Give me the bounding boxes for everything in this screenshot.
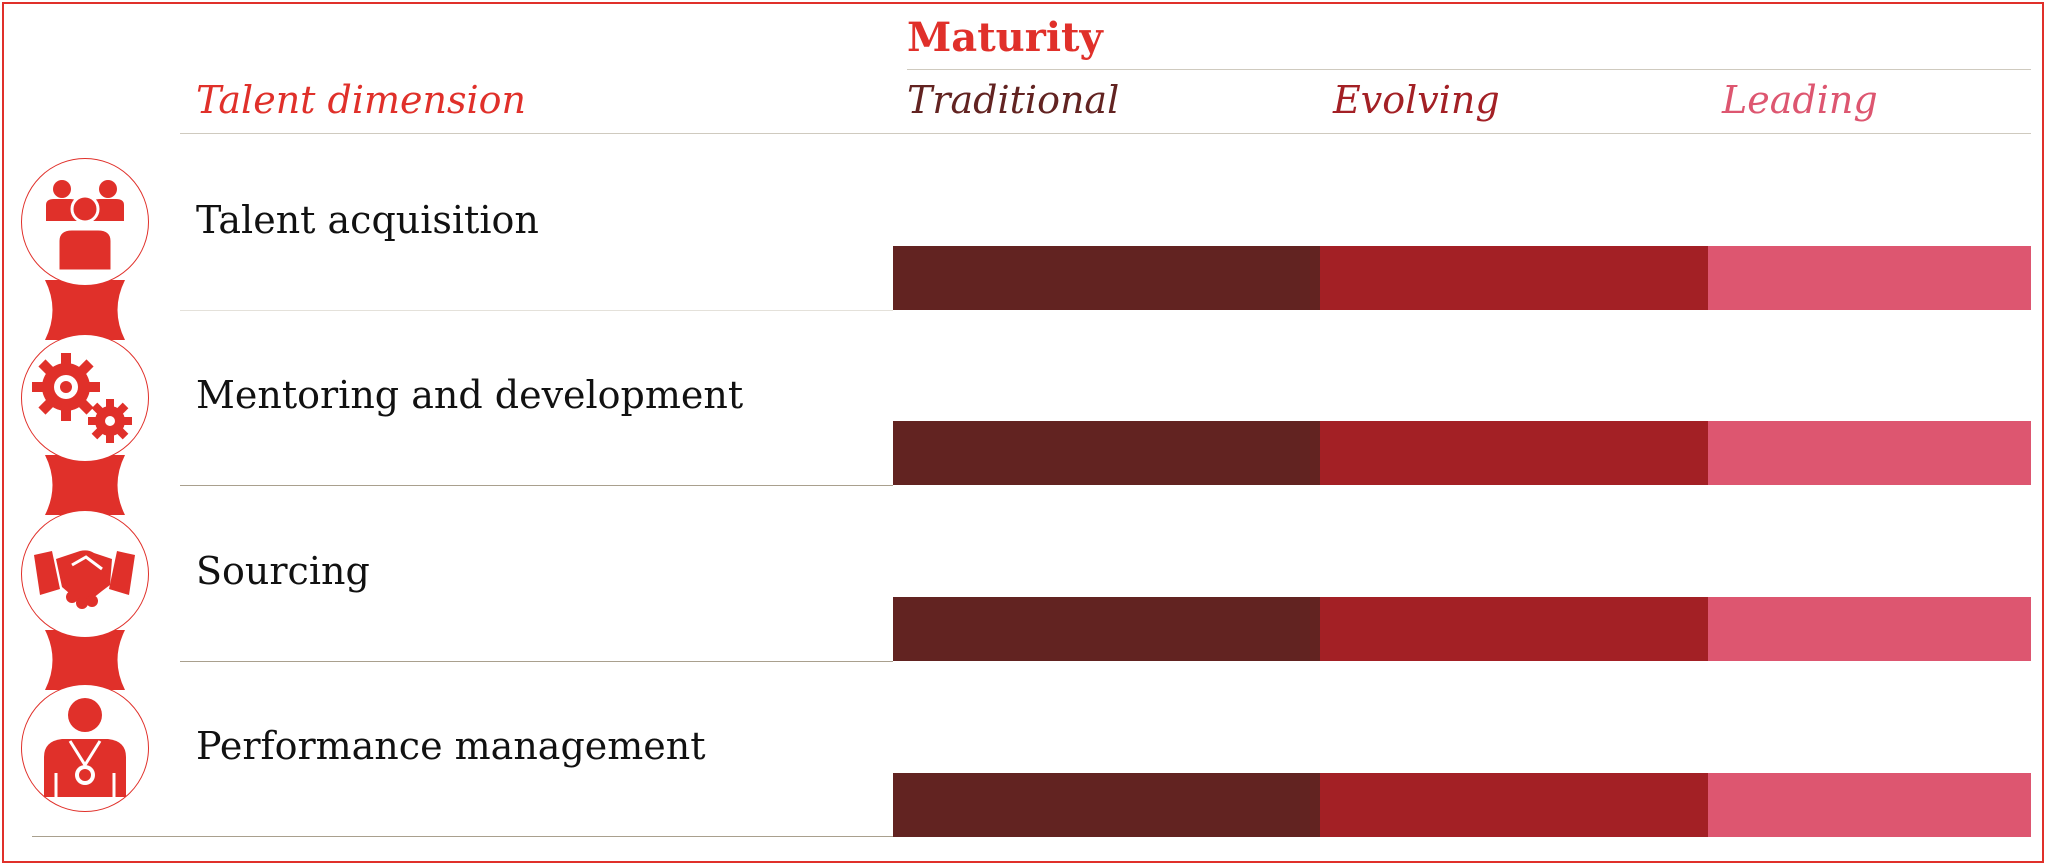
row-divider (180, 661, 893, 662)
bar-evolving (1320, 246, 1708, 310)
medal-person-icon (21, 684, 149, 812)
bar-leading (1708, 773, 2031, 837)
bar-evolving (1320, 421, 1708, 485)
dimension-label: Performance management (196, 724, 706, 768)
maturity-title: Maturity (907, 14, 1103, 61)
dimension-label: Talent acquisition (196, 198, 539, 242)
bar-traditional (893, 773, 1320, 837)
bar-leading (1708, 421, 2031, 485)
bar-traditional (893, 246, 1320, 310)
bar-leading (1708, 246, 2031, 310)
row-divider (180, 310, 893, 311)
dimension-label: Mentoring and development (196, 373, 744, 417)
level-heading-leading: Leading (1722, 78, 1878, 122)
gears-icon (21, 334, 149, 462)
row-divider (180, 485, 893, 486)
talent-dimension-heading: Talent dimension (196, 78, 526, 122)
bar-evolving (1320, 773, 1708, 837)
bar-traditional (893, 597, 1320, 661)
team-people-icon (21, 158, 149, 286)
bar-leading (1708, 597, 2031, 661)
bottom-divider (32, 836, 893, 837)
bar-traditional (893, 421, 1320, 485)
header-rule (180, 133, 2031, 134)
maturity-rule (907, 69, 2031, 70)
level-heading-evolving: Evolving (1333, 78, 1500, 122)
level-heading-traditional: Traditional (907, 78, 1120, 122)
handshake-icon (21, 510, 149, 638)
icon-chain-connector (0, 0, 200, 867)
dimension-label: Sourcing (196, 549, 370, 593)
bar-evolving (1320, 597, 1708, 661)
